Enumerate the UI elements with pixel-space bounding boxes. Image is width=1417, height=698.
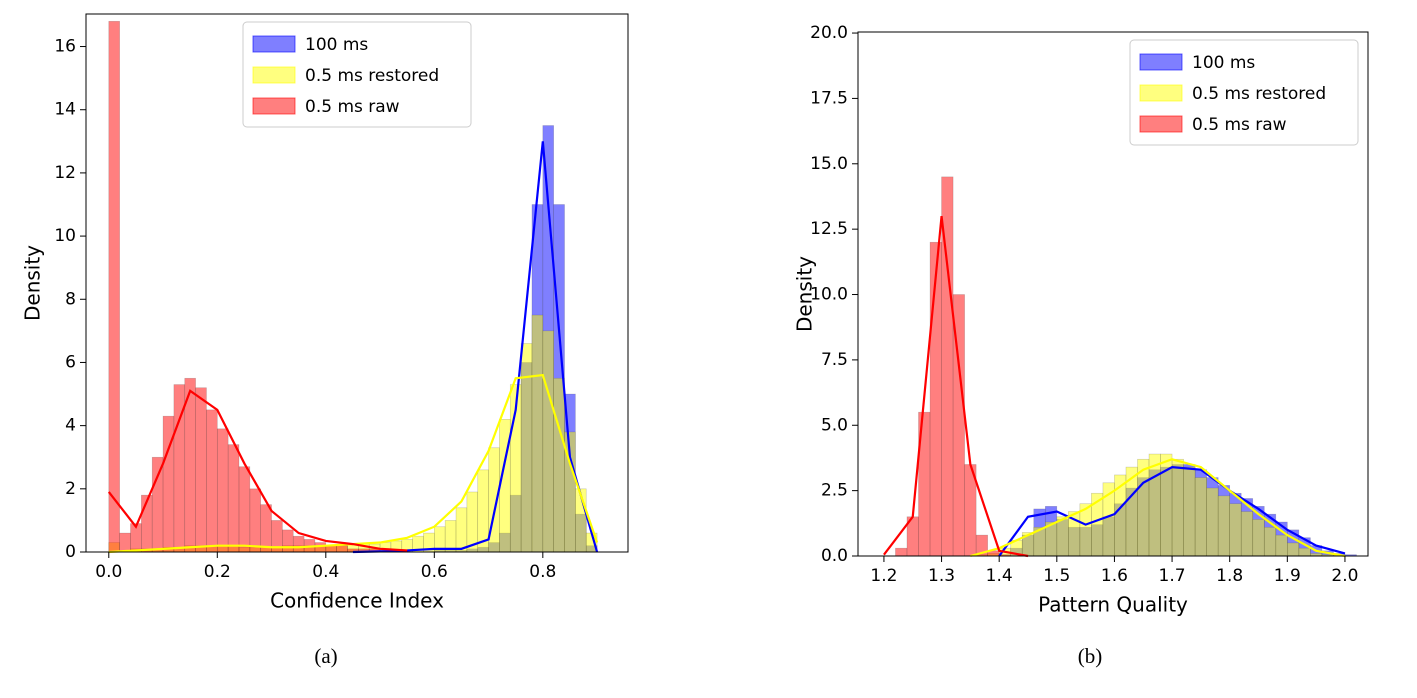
histogram-bar (206, 409, 218, 553)
x-tick-label: 1.7 (1159, 566, 1186, 586)
histogram-bar (895, 547, 908, 557)
histogram-bar (151, 456, 164, 553)
legend-swatch (252, 97, 296, 115)
kde-line (352, 141, 599, 554)
legend-label: 0.5 ms restored (1192, 84, 1326, 104)
kde-line (883, 215, 1029, 558)
x-tick-label: 0.4 (312, 562, 339, 582)
x-tick-label: 0.0 (95, 562, 122, 582)
histogram-bar (1298, 547, 1311, 557)
plot-area (107, 20, 599, 554)
y-axis-label: Density (793, 256, 817, 332)
histogram-bar (119, 532, 131, 553)
legend-swatch (1139, 84, 1183, 102)
histogram-bar (444, 520, 457, 553)
axes-frame (857, 31, 1369, 557)
legend-box (1129, 39, 1359, 146)
histogram-bar (108, 20, 120, 553)
histogram-bar (553, 377, 565, 553)
histogram-bar (1240, 511, 1254, 557)
caption: (b) (1078, 644, 1103, 668)
histogram-bar (520, 343, 533, 553)
histogram-bar (531, 314, 544, 553)
kde-line (998, 465, 1346, 557)
histogram-bar (1171, 458, 1184, 557)
histogram-bar (1056, 516, 1069, 557)
histogram-bar (1194, 477, 1207, 557)
x-tick-label: 0.2 (204, 562, 231, 582)
legend-label: 100 ms (1192, 53, 1255, 73)
legend-swatch (252, 35, 296, 53)
x-tick-label: 2.0 (1331, 566, 1358, 586)
histogram-bar (1183, 466, 1196, 557)
x-tick-label: 1.5 (1043, 566, 1070, 586)
x-axis-label: Pattern Quality (1038, 593, 1188, 617)
histogram-bar (282, 529, 294, 553)
histogram-bar (195, 387, 207, 553)
y-tick-label: 14 (54, 100, 76, 120)
histogram-bar (336, 545, 348, 553)
histogram-bar (227, 444, 240, 553)
x-tick-label: 1.3 (928, 566, 955, 586)
x-tick-label: 1.4 (986, 566, 1013, 586)
histogram-bar (1229, 503, 1242, 557)
legend-swatch (252, 66, 296, 84)
y-tick-label: 0 (65, 542, 76, 562)
x-tick-label: 1.2 (870, 566, 897, 586)
x-tick-label: 0.8 (529, 562, 556, 582)
histogram-bar (249, 488, 261, 553)
y-tick-label: 8 (65, 289, 76, 309)
legend-label: 0.5 ms raw (305, 97, 400, 117)
histogram-bar (542, 330, 554, 553)
x-tick-label: 1.9 (1274, 566, 1301, 586)
histogram-bar (238, 466, 251, 553)
x-tick-label: 0.6 (421, 562, 448, 582)
histogram-bar (184, 377, 196, 553)
histogram-bar (1275, 534, 1288, 557)
y-tick-label: 5.0 (821, 415, 848, 435)
y-tick-label: 10.0 (810, 285, 848, 305)
y-tick-label: 0.0 (821, 546, 848, 566)
kde-line (970, 458, 1346, 558)
y-tick-label: 12 (54, 163, 76, 183)
y-tick-label: 2.5 (821, 481, 848, 501)
histogram-bar (1206, 487, 1219, 557)
legend-label: 0.5 ms restored (305, 66, 439, 86)
legend-label: 100 ms (305, 35, 368, 55)
caption: (a) (314, 644, 337, 668)
x-tick-label: 1.6 (1101, 566, 1128, 586)
y-tick-label: 7.5 (821, 350, 848, 370)
histogram-bar (216, 428, 229, 553)
legend-swatch (1139, 53, 1183, 71)
histogram-bar (1263, 526, 1277, 557)
y-tick-label: 6 (65, 352, 76, 372)
histogram-bar (1217, 495, 1230, 557)
histogram-bar (1252, 519, 1265, 557)
legend-box (242, 21, 472, 128)
y-tick-label: 16 (54, 37, 76, 57)
y-tick-label: 12.5 (810, 219, 848, 239)
kde-line (107, 389, 408, 552)
x-axis-label: Confidence Index (270, 589, 444, 613)
y-tick-label: 4 (65, 416, 76, 436)
plot-area (883, 176, 1357, 558)
legend-swatch (1139, 115, 1183, 133)
histogram-bar (260, 504, 272, 553)
y-tick-label: 15.0 (810, 154, 848, 174)
histogram-bar (292, 535, 305, 553)
histogram-bar (455, 507, 468, 553)
x-tick-label: 1.8 (1216, 566, 1243, 586)
legend-label: 0.5 ms raw (1192, 115, 1287, 135)
histogram-bar (1287, 542, 1300, 557)
y-axis-label: Density (21, 245, 45, 321)
y-tick-label: 20.0 (810, 23, 848, 43)
y-tick-label: 17.5 (810, 88, 848, 108)
histogram-bar (1148, 453, 1161, 557)
y-tick-label: 10 (54, 226, 76, 246)
histogram-bar (929, 241, 942, 557)
axes-frame (85, 13, 629, 553)
y-tick-label: 2 (65, 479, 76, 499)
